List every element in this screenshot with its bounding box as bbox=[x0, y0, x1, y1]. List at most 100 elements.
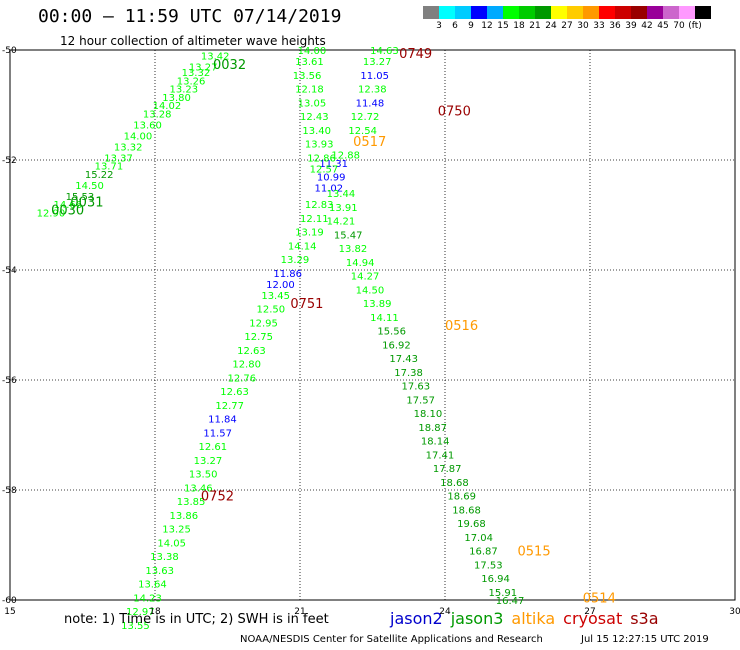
satellite-legend-jason2: jason2 bbox=[390, 609, 443, 628]
wave-height-label: 13.86 bbox=[170, 511, 199, 522]
wave-height-label: 13.26 bbox=[177, 76, 206, 87]
satellite-legend: jason2 jason3 altika cryosat s3a bbox=[390, 609, 667, 628]
wave-height-label: 13.61 bbox=[295, 57, 324, 68]
wave-height-label: 13.37 bbox=[104, 153, 133, 164]
wave-height-label: 14.14 bbox=[288, 241, 317, 252]
legend-swatch bbox=[679, 6, 695, 19]
pass-time-label: 0031 bbox=[70, 195, 103, 210]
map-grid bbox=[9, 49, 736, 601]
x-tick-label: 30 bbox=[729, 607, 740, 617]
wave-height-label: 13.27 bbox=[189, 63, 218, 74]
wave-height-label: 16.92 bbox=[382, 340, 411, 351]
legend-tick-label: 3 bbox=[436, 21, 442, 31]
x-tick-label: 24 bbox=[439, 607, 451, 617]
wave-height-label: 15.53 bbox=[66, 192, 95, 203]
wave-height-label: 12.38 bbox=[358, 85, 387, 96]
wave-height-label: 14.50 bbox=[356, 285, 385, 296]
legend-tick-label: 30 bbox=[577, 21, 589, 31]
wave-height-label: 13.05 bbox=[298, 98, 327, 109]
pass-time-label: 0032 bbox=[213, 58, 246, 73]
wave-height-label: 17.41 bbox=[426, 450, 455, 461]
units-note: note: 1) Time is in UTC; 2) SWH is in fe… bbox=[64, 612, 329, 627]
legend-swatch bbox=[519, 6, 535, 19]
legend-swatch bbox=[487, 6, 503, 19]
y-tick-label: -60 bbox=[2, 596, 17, 606]
wave-height-label: 12.80 bbox=[232, 360, 261, 371]
satellite-legend-altika: altika bbox=[511, 609, 556, 628]
wave-height-label: 12.72 bbox=[351, 112, 380, 123]
wave-height-label: 12.11 bbox=[300, 214, 329, 225]
wave-height-label: 12.54 bbox=[348, 126, 377, 137]
wave-height-label: 15.22 bbox=[85, 170, 114, 181]
wave-height-label: 13.50 bbox=[189, 470, 218, 481]
map-frame bbox=[9, 49, 736, 601]
legend-tick-label: (ft) bbox=[688, 21, 702, 31]
chart-subtitle: 12 hour collection of altimeter wave hei… bbox=[60, 34, 326, 48]
legend-tick-label: 18 bbox=[513, 21, 525, 31]
wave-height-label: 12.63 bbox=[220, 387, 249, 398]
wave-height-label: 17.38 bbox=[394, 368, 423, 379]
wave-height-label: 17.87 bbox=[433, 464, 462, 475]
wave-height-label: 15.56 bbox=[377, 327, 406, 338]
wave-height-label: 13.42 bbox=[201, 52, 230, 63]
legend-tick-label: 9 bbox=[468, 21, 474, 31]
wave-height-label: 12.97 bbox=[126, 607, 155, 618]
legend-swatch bbox=[567, 6, 583, 19]
generated-timestamp: Jul 15 12:27:15 UTC 2019 bbox=[581, 634, 709, 645]
wave-height-label: 12.50 bbox=[257, 305, 286, 316]
wave-height-label: 18.68 bbox=[440, 478, 469, 489]
wave-height-label: 12.18 bbox=[295, 85, 324, 96]
y-tick-label: -52 bbox=[2, 156, 17, 166]
legend-tick-label: 27 bbox=[561, 21, 573, 31]
wave-height-label: 14.27 bbox=[351, 272, 380, 283]
wave-height-label: 11.05 bbox=[360, 71, 389, 82]
wave-height-label: 12.88 bbox=[331, 151, 360, 162]
wave-height-label: 14.02 bbox=[153, 101, 182, 112]
pass-time-label: 0749 bbox=[399, 47, 432, 62]
legend-tick-label: 33 bbox=[593, 21, 605, 31]
wave-height-label: 12.00 bbox=[266, 280, 295, 291]
wave-height-label: 14.00 bbox=[298, 46, 327, 57]
credit-text: NOAA/NESDIS Center for Satellite Applica… bbox=[240, 634, 543, 645]
legend-swatch bbox=[503, 6, 519, 19]
legend-tick-label: 39 bbox=[625, 21, 637, 31]
wave-height-label: 16.47 bbox=[496, 596, 525, 607]
legend-tick-label: 6 bbox=[452, 21, 458, 31]
wave-height-label: 14.63 bbox=[370, 46, 399, 57]
wave-height-label: 13.23 bbox=[170, 85, 199, 96]
wave-height-label: 14.05 bbox=[157, 538, 186, 549]
wave-height-label: 11.31 bbox=[319, 159, 348, 170]
wave-height-label: 18.14 bbox=[421, 437, 450, 448]
wave-height-label: 13.89 bbox=[363, 299, 392, 310]
wave-height-label: 18.69 bbox=[447, 492, 476, 503]
pass-time-label: 0516 bbox=[445, 319, 478, 334]
legend-swatch bbox=[599, 6, 615, 19]
wave-height-label: 13.60 bbox=[133, 120, 162, 131]
legend-tick-label: 45 bbox=[657, 21, 669, 31]
y-tick-label: -58 bbox=[2, 486, 17, 496]
pass-time-label: 0751 bbox=[290, 297, 323, 312]
satellite-legend-s3a: s3a bbox=[630, 609, 659, 628]
wave-height-label: 11.84 bbox=[208, 415, 237, 426]
wave-height-label: 12.63 bbox=[237, 346, 266, 357]
legend-swatch bbox=[615, 6, 631, 19]
wave-height-label: 11.57 bbox=[203, 428, 232, 439]
legend-swatch bbox=[471, 6, 487, 19]
pass-time-label: 0030 bbox=[51, 204, 84, 219]
wave-height-label: 13.91 bbox=[329, 203, 358, 214]
pass-time-label: 0517 bbox=[353, 135, 386, 150]
legend-swatch bbox=[663, 6, 679, 19]
legend-swatch bbox=[647, 6, 663, 19]
pass-time-label: 0752 bbox=[201, 490, 234, 505]
wave-height-label: 13.71 bbox=[95, 162, 124, 173]
wave-height-label: 16.87 bbox=[469, 547, 498, 558]
wave-height-label: 13.27 bbox=[363, 57, 392, 68]
y-tick-label: -56 bbox=[2, 376, 17, 386]
wave-height-label: 16.94 bbox=[481, 574, 510, 585]
wave-height-label: 11.02 bbox=[315, 184, 344, 195]
wave-height-label: 14.21 bbox=[327, 217, 356, 228]
wave-height-label: 13.32 bbox=[182, 68, 211, 79]
x-tick-label: 15 bbox=[4, 607, 15, 617]
legend-tick-label: 12 bbox=[481, 21, 493, 31]
